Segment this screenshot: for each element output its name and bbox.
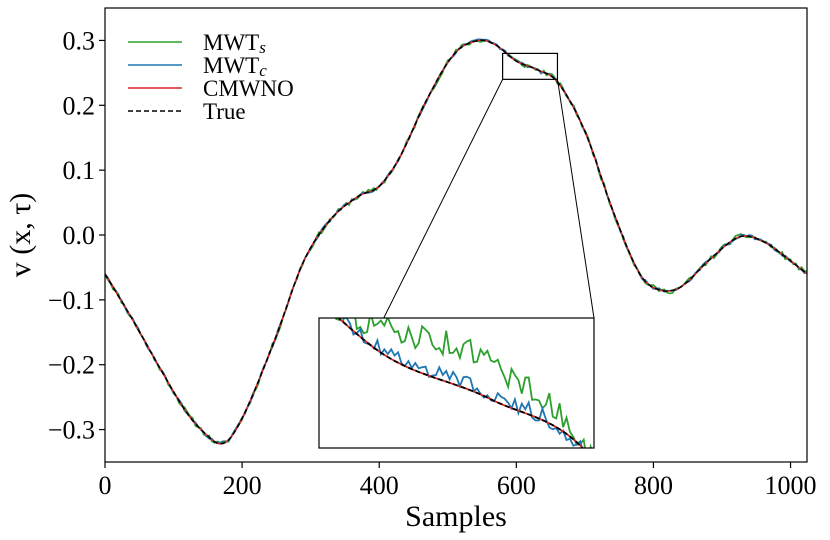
x-tick-label: 200: [223, 471, 262, 500]
y-tick-label: −0.3: [48, 416, 95, 445]
y-axis-label: v (x, τ): [4, 193, 37, 278]
legend-label: True: [203, 99, 246, 124]
series-line-3: [105, 39, 807, 445]
x-axis-ticks: 0 200 400 600 800 1000: [99, 462, 817, 500]
inset-series-group: [328, 318, 592, 448]
legend-label: CMWNO: [203, 76, 294, 101]
y-tick-label: 0.1: [63, 156, 96, 185]
series-group: [105, 38, 807, 445]
y-tick-label: 0.3: [63, 26, 96, 55]
y-axis-ticks: −0.3 −0.2 −0.1 0.0 0.1 0.2 0.3: [48, 26, 105, 445]
legend-label: MWTc: [203, 53, 267, 80]
y-tick-label: −0.2: [48, 351, 95, 380]
zoom-connector-line: [556, 79, 595, 319]
inset-series-line-0: [334, 318, 592, 448]
y-tick-label: 0.2: [63, 91, 96, 120]
x-tick-label: 800: [634, 471, 673, 500]
y-tick-label: −0.1: [48, 286, 95, 315]
x-tick-label: 400: [360, 471, 399, 500]
x-axis-label: Samples: [405, 500, 507, 533]
x-tick-label: 600: [497, 471, 536, 500]
legend-label: MWTs: [203, 30, 266, 57]
x-tick-label: 0: [99, 471, 112, 500]
inset-series-line-1: [328, 318, 583, 448]
y-tick-label: 0.0: [63, 221, 96, 250]
inset-series-line-3: [337, 318, 584, 448]
x-tick-label: 1000: [765, 471, 817, 500]
inset-frame: [318, 317, 595, 449]
zoom-region-box: [502, 52, 559, 80]
